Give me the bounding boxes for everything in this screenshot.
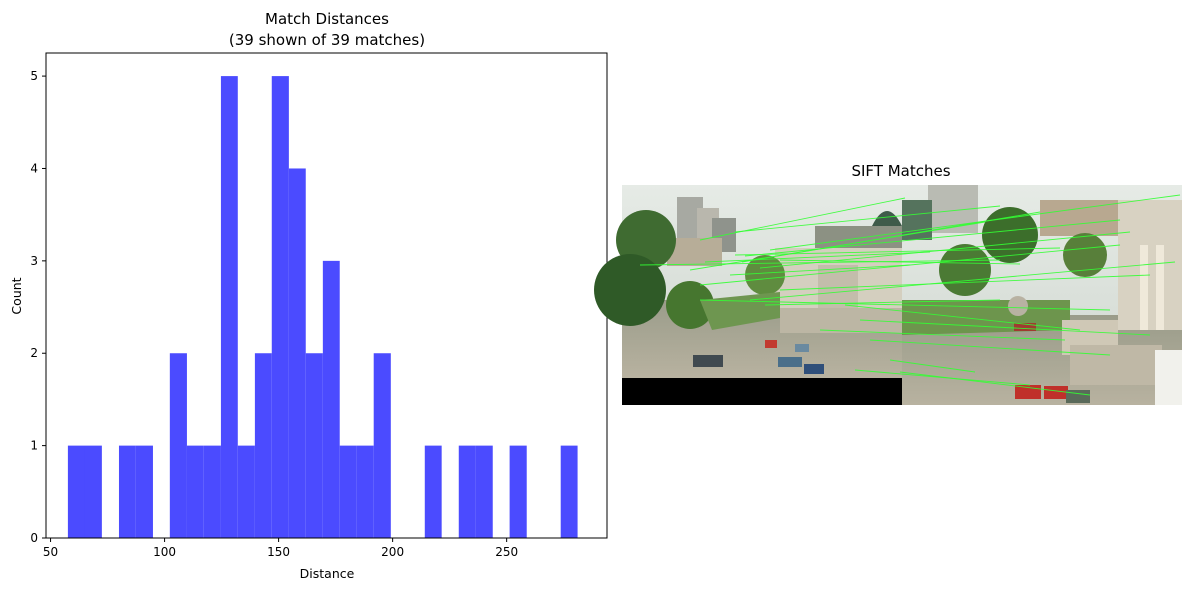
hist-title: Match Distances (265, 10, 389, 28)
match-line (749, 261, 1176, 301)
match-line (779, 274, 1151, 291)
hist-bar (254, 353, 272, 538)
match-line (744, 219, 1121, 257)
x-tick-label: 200 (381, 545, 404, 559)
hist-bar (339, 445, 357, 538)
hist-bar (271, 76, 289, 538)
right-photo (902, 185, 1182, 405)
sift-match-image (594, 185, 1182, 405)
hist-bar (186, 445, 204, 538)
match-line (779, 259, 1021, 265)
y-tick-label: 3 (30, 254, 38, 268)
histogram-panel: Match Distances (39 shown of 39 matches)… (9, 10, 608, 581)
sift-panel: SIFT Matches (594, 162, 1182, 405)
hist-bar (560, 445, 578, 538)
match-line (699, 299, 1111, 311)
hist-bar (373, 353, 391, 538)
hist-bar (135, 445, 153, 538)
match-line (729, 264, 911, 276)
match-lines (639, 194, 1181, 396)
x-tick-label: 50 (43, 545, 58, 559)
match-line (899, 371, 1091, 396)
hist-subtitle: (39 shown of 39 matches) (229, 31, 425, 49)
match-line (704, 251, 931, 263)
hist-bar (288, 168, 306, 538)
match-line (844, 304, 1081, 331)
match-line (699, 197, 906, 241)
y-tick-label: 0 (30, 531, 38, 545)
match-line (889, 359, 976, 373)
match-line (764, 299, 1001, 306)
hist-bar (84, 445, 102, 538)
match-line (639, 259, 1001, 266)
hist-bar (322, 260, 340, 538)
hist-bar (424, 445, 442, 538)
hist-bar (237, 445, 255, 538)
match-line (734, 205, 1001, 233)
y-ticks: 0 1 2 3 4 5 (30, 69, 46, 545)
hist-bar (356, 445, 374, 538)
match-line (734, 247, 1061, 256)
match-line (819, 329, 1066, 341)
match-line (769, 194, 1181, 251)
y-tick-label: 2 (30, 346, 38, 360)
x-tick-label: 100 (153, 545, 176, 559)
x-tick-label: 250 (495, 545, 518, 559)
hist-bars (67, 76, 578, 538)
match-line (759, 231, 1131, 269)
left-photo-padding (622, 378, 902, 405)
x-tick-label: 150 (267, 545, 290, 559)
hist-bar (458, 445, 476, 538)
hist-bar (203, 445, 221, 538)
left-photo (594, 185, 902, 378)
hist-bar (509, 445, 527, 538)
hist-bar (305, 353, 323, 538)
hist-bar (118, 445, 136, 538)
x-ticks: 50 100 150 200 250 (43, 538, 518, 559)
hist-bar (67, 445, 85, 538)
match-line (689, 221, 986, 271)
match-line (859, 319, 1151, 336)
sift-title: SIFT Matches (851, 162, 950, 180)
match-line (869, 339, 1111, 356)
y-axis-label: Count (9, 277, 24, 314)
y-tick-label: 4 (30, 161, 38, 175)
y-tick-label: 5 (30, 69, 38, 83)
y-tick-label: 1 (30, 439, 38, 453)
hist-bar (475, 445, 493, 538)
hist-bar (220, 76, 238, 538)
x-axis-label: Distance (300, 566, 355, 581)
hist-bar (169, 353, 187, 538)
